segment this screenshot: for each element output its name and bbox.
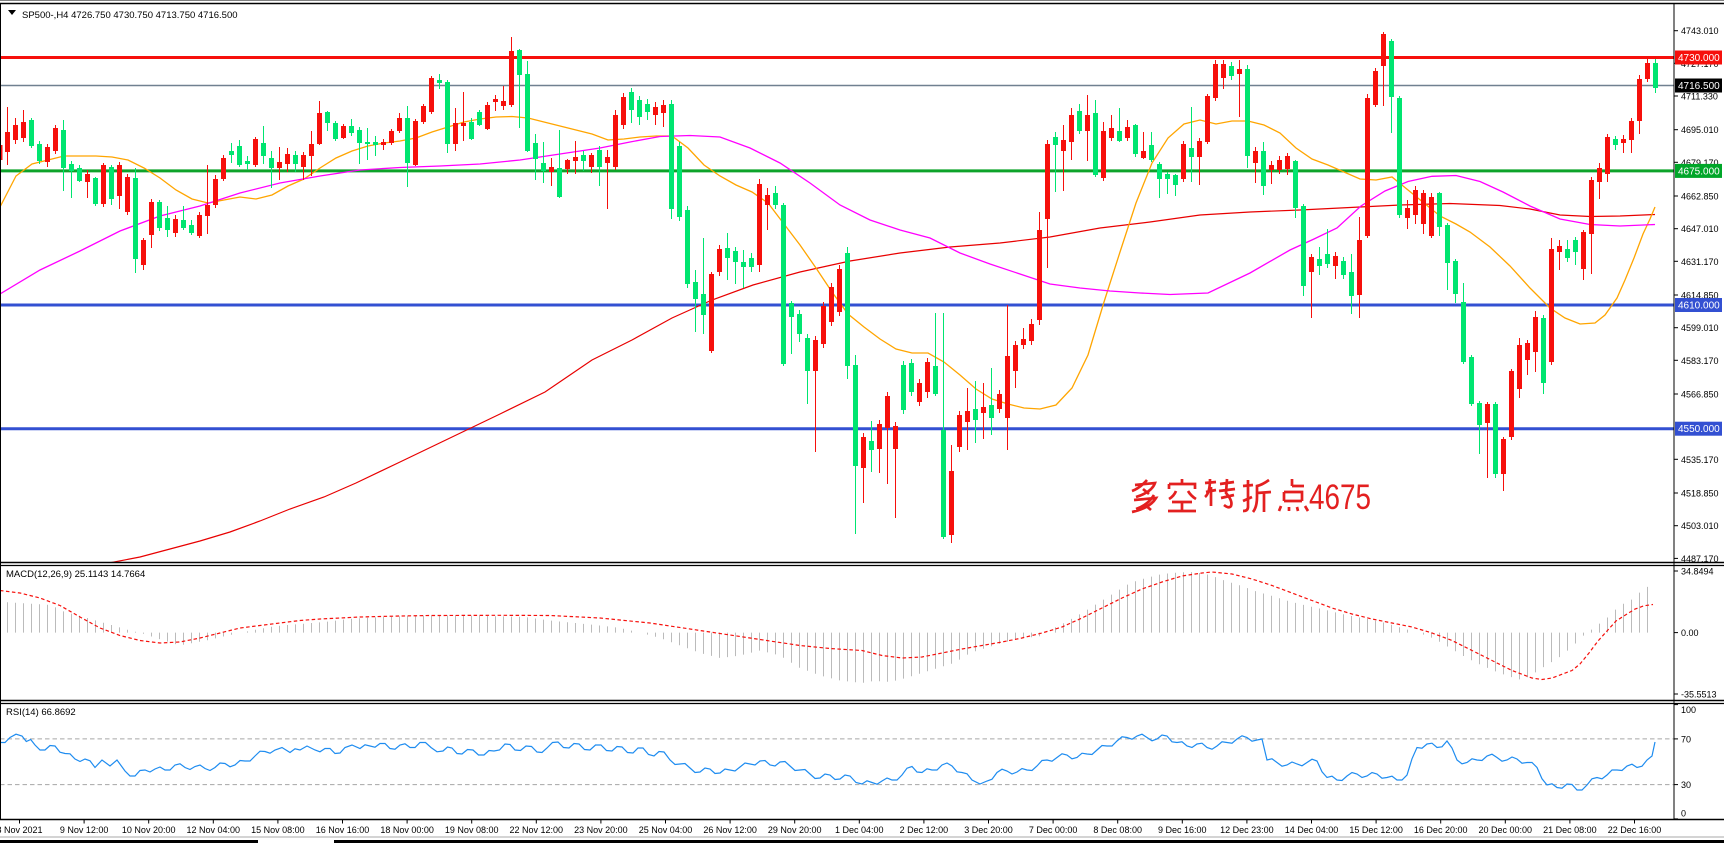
svg-text:4614.850: 4614.850 — [1681, 291, 1719, 301]
svg-text:RSI(14) 66.8692: RSI(14) 66.8692 — [6, 707, 76, 718]
svg-text:-35.5513: -35.5513 — [1681, 690, 1717, 700]
svg-text:18 Nov 00:00: 18 Nov 00:00 — [380, 825, 434, 835]
svg-text:4610.000: 4610.000 — [1678, 301, 1720, 312]
svg-text:4662.850: 4662.850 — [1681, 192, 1719, 202]
svg-text:0.00: 0.00 — [1681, 628, 1699, 638]
svg-text:4550.000: 4550.000 — [1678, 424, 1720, 435]
svg-text:34.8494: 34.8494 — [1681, 567, 1714, 577]
svg-text:26 Nov 12:00: 26 Nov 12:00 — [703, 825, 757, 835]
svg-text:4743.010: 4743.010 — [1681, 26, 1719, 36]
svg-text:16 Dec 20:00: 16 Dec 20:00 — [1414, 825, 1468, 835]
svg-text:4599.010: 4599.010 — [1681, 323, 1719, 333]
svg-text:9 Nov 12:00: 9 Nov 12:00 — [60, 825, 109, 835]
svg-text:2 Dec 12:00: 2 Dec 12:00 — [900, 825, 949, 835]
svg-text:4716.500: 4716.500 — [1678, 81, 1720, 92]
svg-text:4679.170: 4679.170 — [1681, 158, 1719, 168]
svg-text:70: 70 — [1681, 734, 1691, 744]
svg-text:4631.170: 4631.170 — [1681, 257, 1719, 267]
svg-text:20 Dec 00:00: 20 Dec 00:00 — [1479, 825, 1533, 835]
svg-text:4566.850: 4566.850 — [1681, 390, 1719, 400]
svg-text:4675: 4675 — [1309, 478, 1371, 517]
svg-text:4695.010: 4695.010 — [1681, 125, 1719, 135]
svg-text:15 Dec 12:00: 15 Dec 12:00 — [1349, 825, 1403, 835]
svg-text:100: 100 — [1681, 705, 1696, 715]
svg-text:4730.000: 4730.000 — [1678, 53, 1720, 64]
svg-text:22 Dec 16:00: 22 Dec 16:00 — [1608, 825, 1662, 835]
svg-text:4503.010: 4503.010 — [1681, 521, 1719, 531]
svg-text:29 Nov 20:00: 29 Nov 20:00 — [768, 825, 822, 835]
svg-text:4711.330: 4711.330 — [1681, 92, 1718, 102]
svg-text:16 Nov 16:00: 16 Nov 16:00 — [316, 825, 370, 835]
svg-text:22 Nov 12:00: 22 Nov 12:00 — [510, 825, 564, 835]
svg-text:25 Nov 04:00: 25 Nov 04:00 — [639, 825, 693, 835]
svg-text:4535.170: 4535.170 — [1681, 455, 1719, 465]
svg-text:7 Dec 00:00: 7 Dec 00:00 — [1029, 825, 1078, 835]
svg-text:3 Dec 20:00: 3 Dec 20:00 — [964, 825, 1013, 835]
svg-text:8 Dec 08:00: 8 Dec 08:00 — [1093, 825, 1142, 835]
svg-text:23 Nov 20:00: 23 Nov 20:00 — [574, 825, 628, 835]
svg-text:SP500-,H4 4726.750 4730.750 4: SP500-,H4 4726.750 4730.750 4713.750 471… — [22, 10, 238, 21]
svg-text:30: 30 — [1681, 780, 1691, 790]
svg-text:4583.170: 4583.170 — [1681, 356, 1719, 366]
svg-text:4647.010: 4647.010 — [1681, 224, 1719, 234]
svg-text:0: 0 — [1681, 809, 1686, 819]
svg-text:4487.170: 4487.170 — [1681, 554, 1719, 564]
svg-text:8 Nov 2021: 8 Nov 2021 — [0, 825, 43, 835]
svg-text:12 Dec 23:00: 12 Dec 23:00 — [1220, 825, 1274, 835]
svg-text:4675.000: 4675.000 — [1678, 166, 1720, 177]
svg-text:1 Dec 04:00: 1 Dec 04:00 — [835, 825, 884, 835]
svg-text:MACD(12,26,9) 25.1143 14.7664: MACD(12,26,9) 25.1143 14.7664 — [6, 569, 145, 580]
svg-text:12 Nov 04:00: 12 Nov 04:00 — [187, 825, 241, 835]
svg-text:19 Nov 08:00: 19 Nov 08:00 — [445, 825, 499, 835]
svg-text:9 Dec 16:00: 9 Dec 16:00 — [1158, 825, 1207, 835]
svg-text:15 Nov 08:00: 15 Nov 08:00 — [251, 825, 305, 835]
svg-text:21 Dec 08:00: 21 Dec 08:00 — [1543, 825, 1597, 835]
svg-text:14 Dec 04:00: 14 Dec 04:00 — [1285, 825, 1339, 835]
svg-text:10 Nov 20:00: 10 Nov 20:00 — [122, 825, 176, 835]
svg-text:4518.850: 4518.850 — [1681, 489, 1719, 499]
